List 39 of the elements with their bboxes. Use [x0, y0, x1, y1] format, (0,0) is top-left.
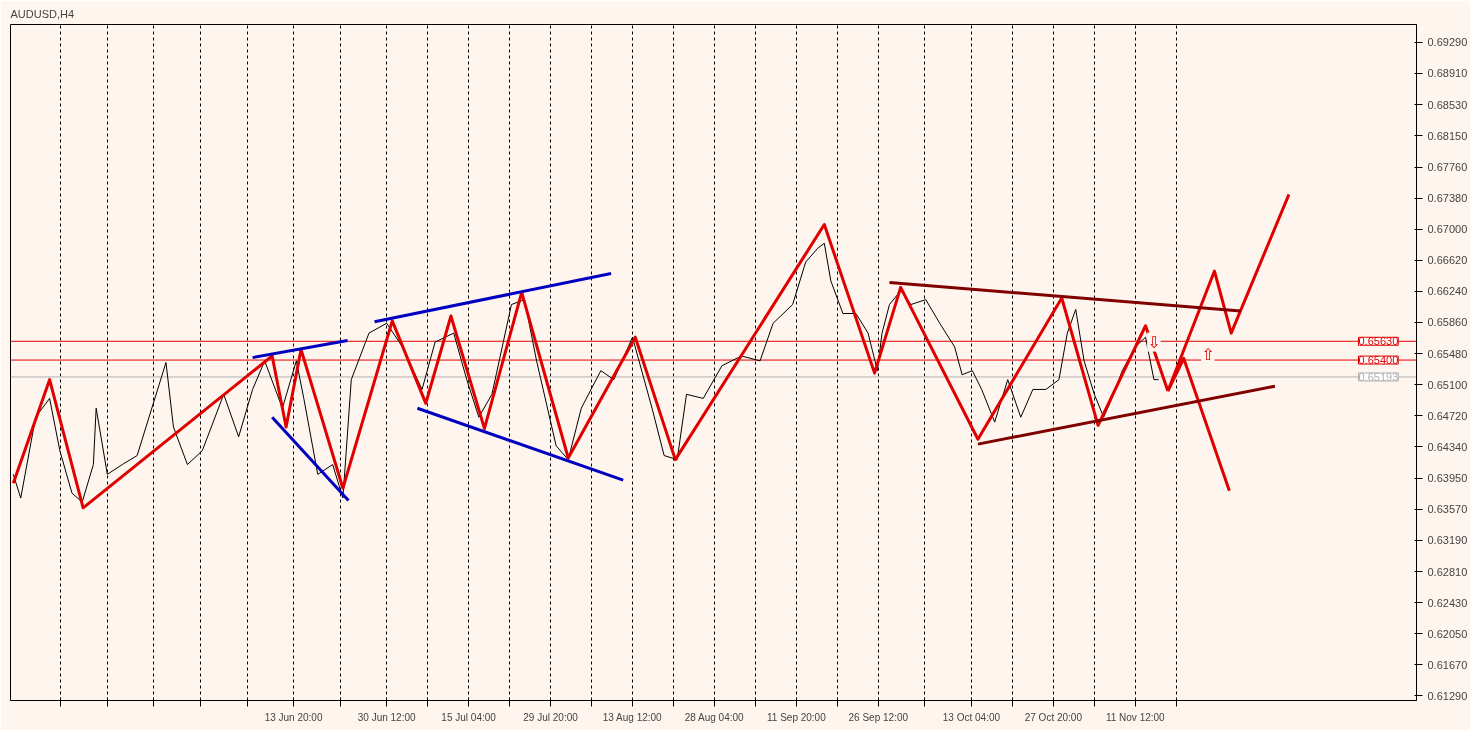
annotation: ⇧ — [1201, 344, 1215, 364]
y-tick-label: 0.68530 — [1427, 98, 1468, 111]
y-tick-label: 0.64340 — [1427, 440, 1468, 453]
x-tick-label: 26 Sep 12:00 — [848, 711, 909, 723]
y-tick-label: 0.67000 — [1427, 223, 1468, 236]
y-tick-label: 0.69290 — [1427, 36, 1468, 49]
y-tick-label: 0.61670 — [1427, 658, 1468, 671]
chart-title: AUDUSD,H4 — [10, 7, 75, 20]
y-tick-label: 0.66240 — [1427, 285, 1468, 298]
x-tick-label: 30 Jun 12:00 — [357, 711, 417, 723]
annotation: ⇩ — [1147, 332, 1161, 352]
y-tick-label: 0.66620 — [1427, 254, 1468, 267]
y-tick-label: 0.65860 — [1427, 316, 1468, 329]
y-tick-label: 0.67760 — [1427, 161, 1468, 174]
y-tick-label: 0.62810 — [1427, 565, 1468, 578]
x-tick-label: 11 Nov 12:00 — [1105, 711, 1166, 723]
x-tick-label: 13 Aug 12:00 — [602, 711, 663, 723]
y-tick-label: 0.68910 — [1427, 67, 1468, 80]
y-tick-label: 0.62430 — [1427, 596, 1468, 609]
x-tick-label: 29 Jul 20:00 — [523, 711, 579, 723]
y-tick-label: 0.65100 — [1427, 378, 1468, 391]
y-tick-label: 0.65480 — [1427, 347, 1468, 360]
x-tick-label: 27 Oct 20:00 — [1024, 711, 1083, 723]
y-tick-label: 0.67380 — [1427, 192, 1468, 205]
x-tick-label: 13 Jun 20:00 — [264, 711, 323, 723]
y-tick-label: 0.68150 — [1427, 129, 1468, 142]
x-tick-label: 15 Jul 04:00 — [441, 711, 497, 723]
y-tick-label: 0.61290 — [1427, 689, 1468, 702]
y-tick-label: 0.63190 — [1427, 534, 1468, 547]
y-tick-label: 0.64720 — [1427, 409, 1468, 422]
y-tick-label: 0.62050 — [1427, 627, 1468, 640]
y-tick-label: 0.63570 — [1427, 503, 1468, 516]
x-tick-label: 28 Aug 04:00 — [684, 711, 745, 723]
x-tick-label: 13 Oct 04:00 — [942, 711, 1001, 723]
ref-line-label: 0.65400 — [1358, 354, 1399, 367]
ref-line-label: 0.65630 — [1358, 335, 1399, 348]
x-tick-label: 11 Sep 20:00 — [766, 711, 827, 723]
y-tick-label: 0.63950 — [1427, 472, 1468, 485]
ref-line-label: 0.65193 — [1358, 370, 1399, 383]
